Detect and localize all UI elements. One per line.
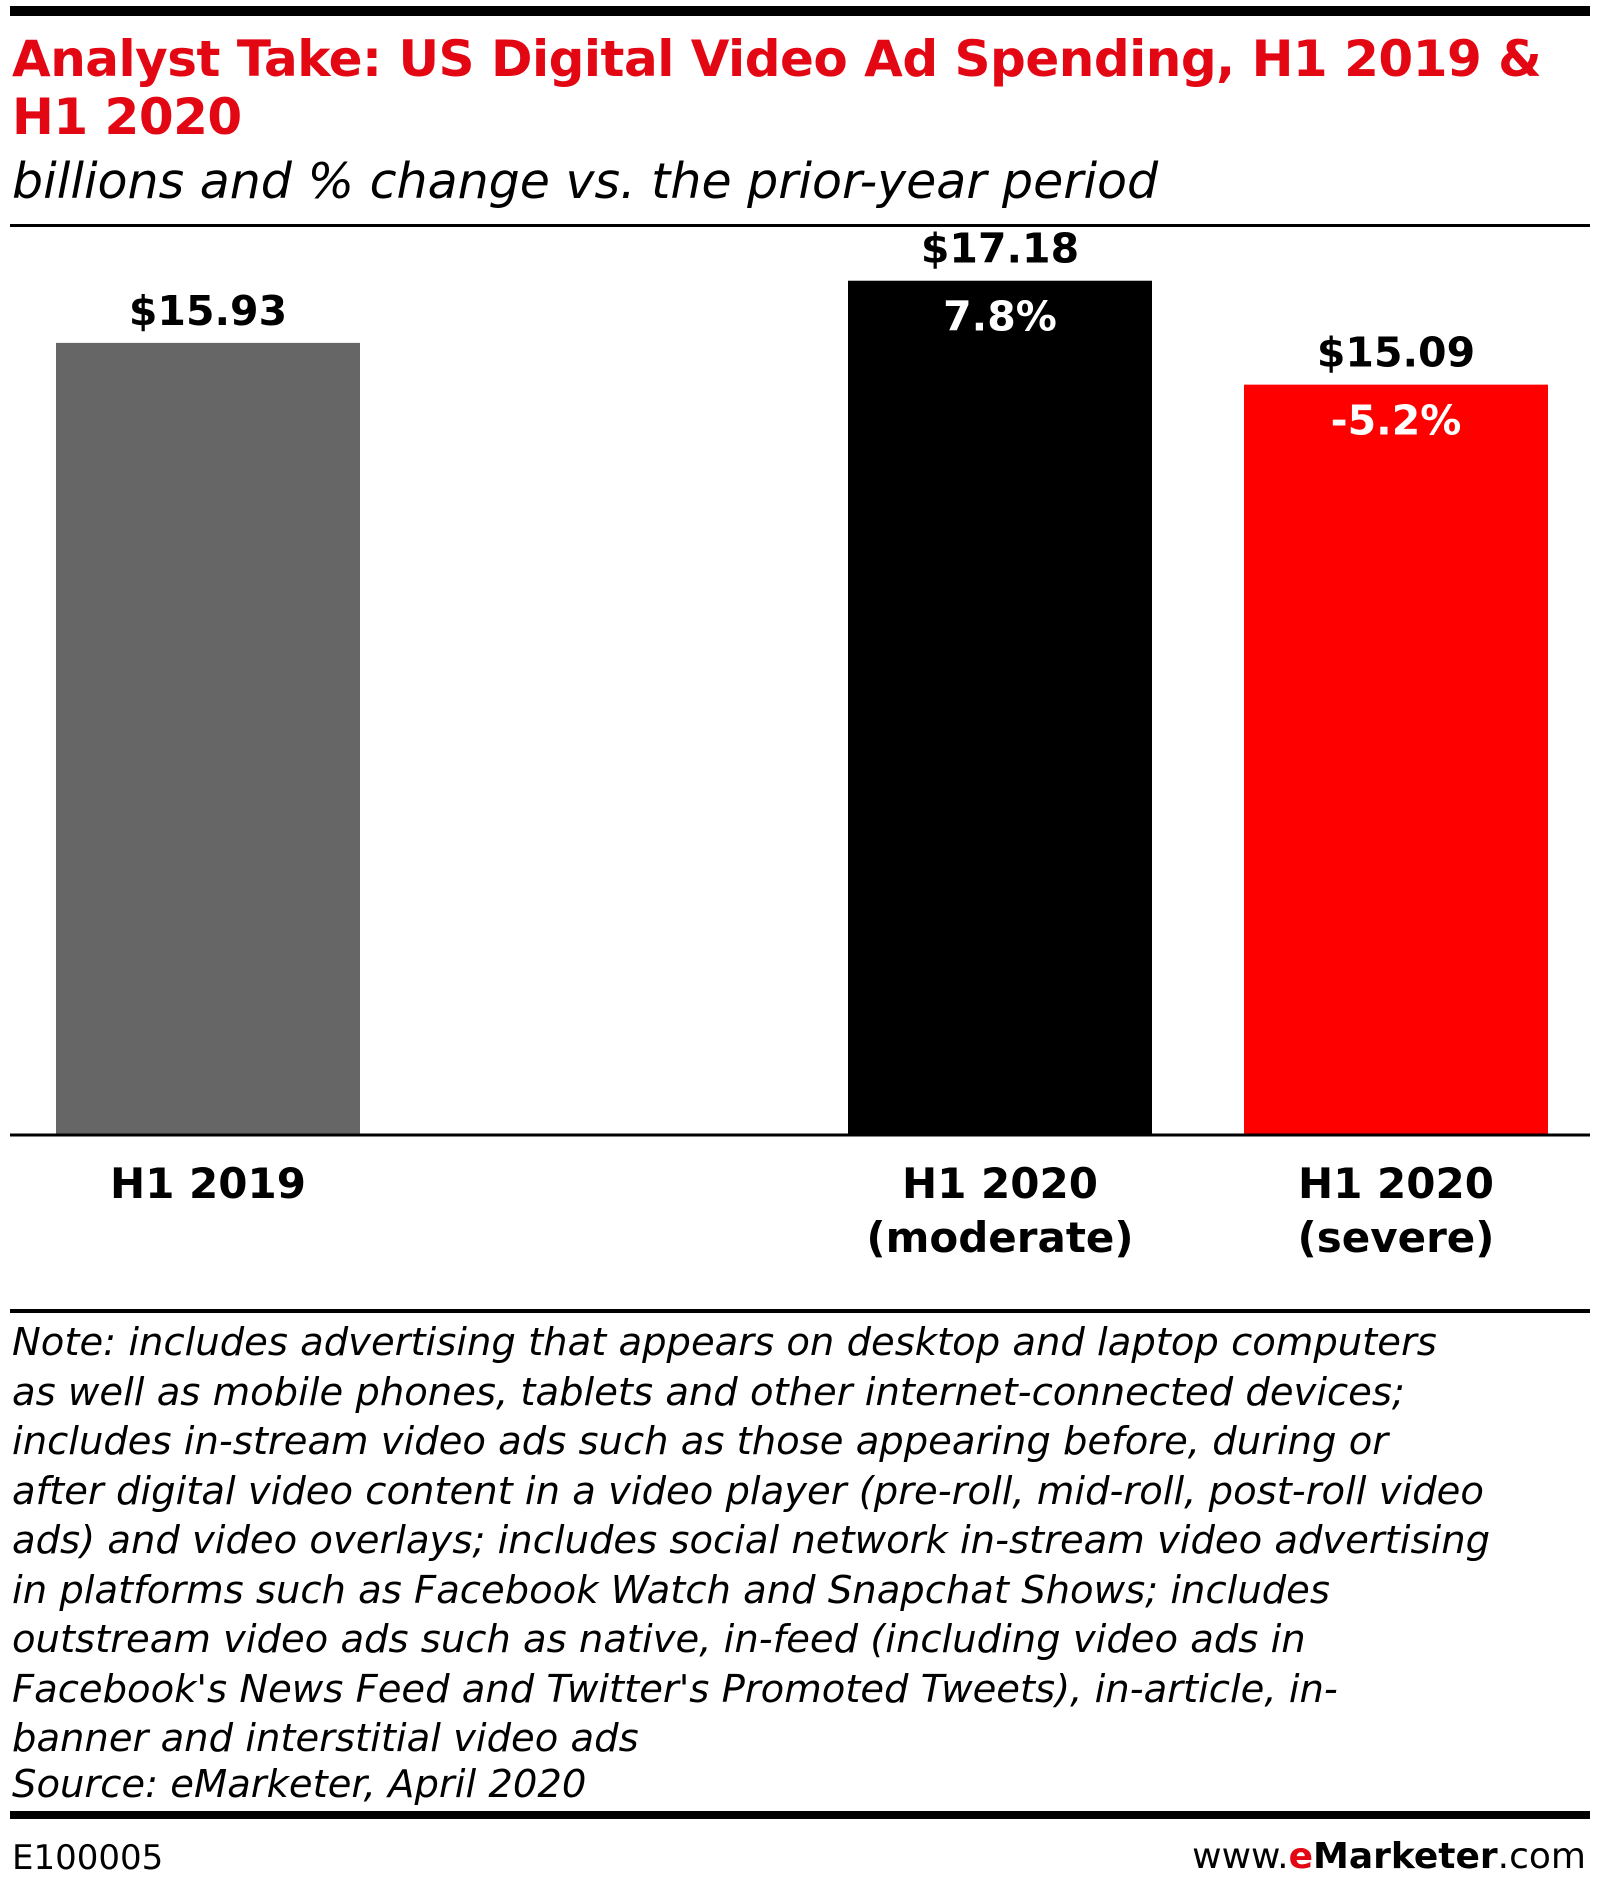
site-suffix: .com: [1497, 1836, 1586, 1877]
x-tick-label-line: (moderate): [866, 1213, 1134, 1262]
brand-name: eMarketer: [1289, 1836, 1498, 1877]
footnote-line: Facebook's News Feed and Twitter's Promo…: [12, 1666, 1338, 1712]
x-tick-label-line: H1 2020: [1298, 1159, 1494, 1208]
brand-rest: Marketer: [1313, 1836, 1498, 1877]
x-tick-label-line: H1 2019: [110, 1159, 306, 1208]
note-rule: [10, 1309, 1590, 1313]
x-tick-label: H1 2019: [8, 1157, 408, 1211]
value-label: $15.09: [1317, 329, 1475, 377]
footnote-line: Note: includes advertising that appears …: [12, 1320, 1437, 1365]
footnote-line: in platforms such as Facebook Watch and …: [12, 1567, 1330, 1613]
footnote-line: includes in-stream video ads such as tho…: [12, 1419, 1389, 1464]
x-tick-label: H1 2020 (moderate): [800, 1157, 1200, 1265]
footnote-line: after digital video content in a video p…: [12, 1468, 1484, 1514]
site-prefix: www.: [1192, 1836, 1289, 1877]
footnote-line: ads) and video overlays; includes social…: [12, 1518, 1491, 1563]
bottom-rule: [10, 1811, 1590, 1819]
site-url[interactable]: www.eMarketer.com: [1192, 1836, 1586, 1878]
bar: [56, 342, 360, 1136]
value-label: $17.18: [921, 230, 1079, 273]
footnote-line: as well as mobile phones, tablets and ot…: [12, 1369, 1405, 1415]
bar-chart: $15.93 $17.18 7.8% $15.09 -5.2%: [10, 230, 1590, 1137]
chart-subtitle: billions and % change vs. the prior-year…: [12, 153, 1159, 210]
x-tick-label-line: (severe): [1297, 1213, 1495, 1262]
subtitle-rule: [10, 224, 1590, 227]
value-label: $15.93: [129, 287, 287, 335]
footnote: Note: includes advertising that appears …: [12, 1318, 1592, 1764]
brand-e: e: [1288, 1836, 1314, 1877]
footnote-line: banner and interstitial video ads: [12, 1716, 639, 1761]
chart-id: E100005: [12, 1838, 164, 1878]
chart-title: Analyst Take: US Digital Video Ad Spendi…: [12, 30, 1542, 146]
bar: [848, 280, 1152, 1135]
pct-change-label: -5.2%: [1331, 397, 1462, 445]
x-tick-label-line: H1 2020: [902, 1159, 1098, 1208]
x-tick-label: H1 2020 (severe): [1196, 1157, 1596, 1265]
source-line: Source: eMarketer, April 2020: [12, 1762, 587, 1807]
footnote-line: outstream video ads such as native, in-f…: [12, 1617, 1306, 1662]
pct-change-label: 7.8%: [943, 293, 1057, 341]
bar: [1244, 384, 1548, 1135]
top-rule: [10, 6, 1590, 16]
